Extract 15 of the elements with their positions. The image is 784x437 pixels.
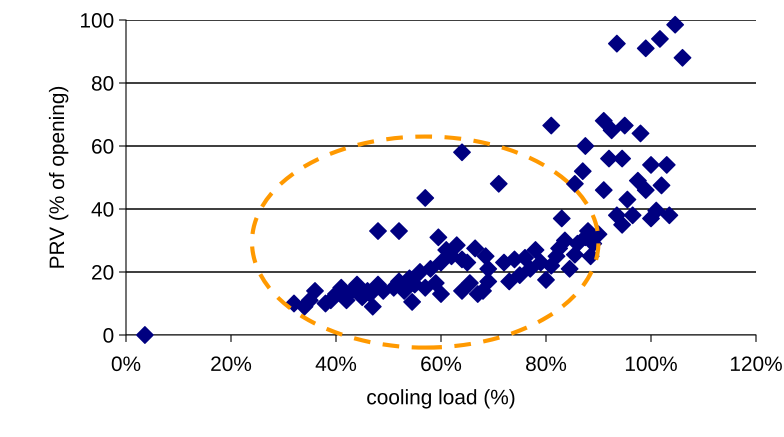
y-tick-label: 60 [92,139,114,154]
x-tick-label: 20% [211,356,252,372]
y-tick-label: 100 [81,13,114,28]
x-tick-label: 80% [526,356,566,372]
x-axis-title: cooling load (%) [367,389,514,409]
y-tick-label: 20 [92,265,114,280]
x-tick-label: 40% [316,356,356,372]
y-tick-label: 80 [92,76,114,91]
x-tick-label: 120% [730,356,782,372]
y-tick-label: 0 [103,328,114,343]
x-tick-label: 0% [112,356,140,372]
y-axis-title: PRV (% of opening) [48,86,68,268]
x-tick-label: 100% [626,356,677,372]
y-tick-label: 40 [92,202,114,217]
x-tick-label: 60% [421,356,462,372]
